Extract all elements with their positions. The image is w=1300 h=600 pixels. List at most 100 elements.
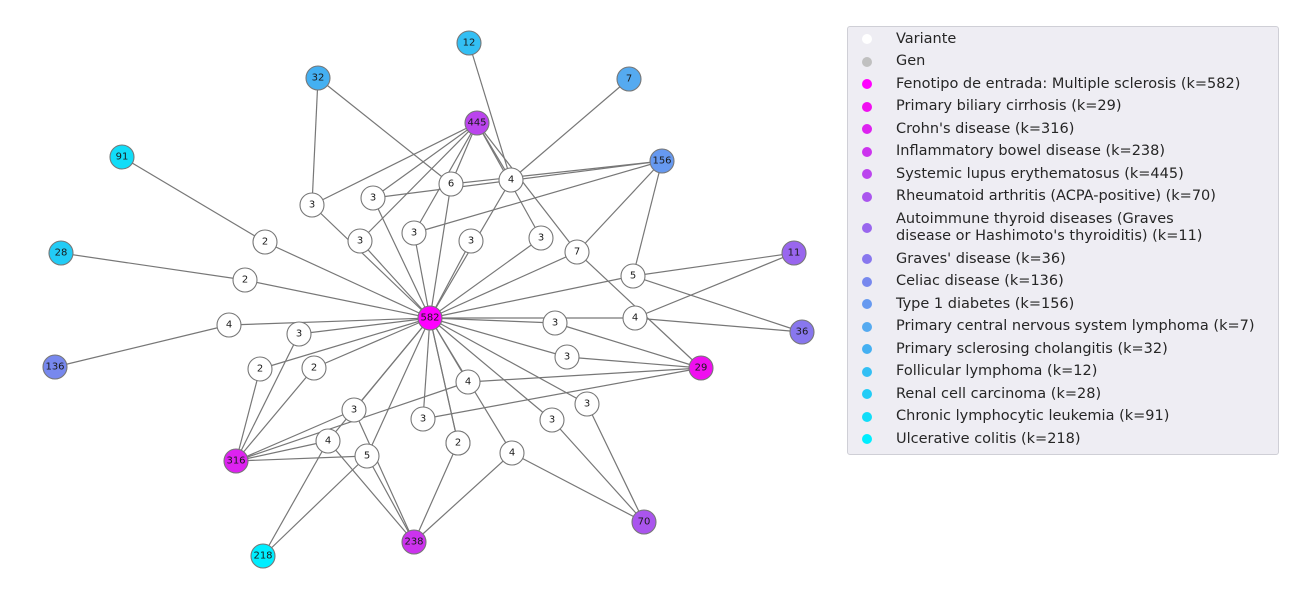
phenotype-label: 28 [55,248,68,259]
edge-V20-P238 [353,409,415,543]
phenotype-label: 12 [463,38,476,49]
phenotype-circle [42,354,68,380]
variant-label: 2 [257,364,263,375]
variant-label: 3 [296,329,302,340]
phenotype-label: 7 [626,74,632,85]
phenotype-node-P36: 36 [789,319,815,345]
variant-circle [401,220,427,246]
edge-P582-V11 [244,279,431,319]
phenotype-label: 136 [45,362,64,373]
variant-node-V2: 4 [498,167,524,193]
legend-item: Crohn's disease (k=316) [862,118,1274,141]
legend-label: Autoimmune thyroid diseases (Graves dise… [896,211,1203,244]
variant-circle [299,192,325,218]
variant-label: 4 [508,175,514,186]
edge-V1-P156 [450,160,663,185]
edge-V24-P238 [327,440,415,543]
variant-label: 3 [351,405,357,416]
variant-node-V28: 4 [499,440,525,466]
edge-V23-P70 [551,419,645,523]
legend-marker-icon [862,146,872,157]
edge-P582-V14 [298,317,431,335]
variant-label: 3 [538,233,544,244]
phenotype-circle [223,448,249,474]
variant-node-V20: 3 [341,397,367,423]
variant-circle [410,406,436,432]
edge-P582-V23 [429,317,553,421]
phenotype-label: 316 [226,456,245,467]
variant-circle [354,443,380,469]
legend-label: Gen [896,53,926,70]
phenotype-circle [48,240,74,266]
variant-circle [315,428,341,454]
variant-label: 2 [242,275,248,286]
edge-P582-V15 [429,317,556,324]
phenotype-circle [781,240,807,266]
variant-node-V6: 3 [347,228,373,254]
variant-label: 7 [574,247,580,258]
variant-label: 3 [584,399,590,410]
edge-P582-V4 [372,197,431,319]
edge-V17-P29 [566,356,702,369]
variant-label: 3 [552,318,558,329]
legend-label: Variante [896,30,957,47]
edge-V19-P316 [235,367,315,462]
variant-circle [539,407,565,433]
phenotype-label: 91 [116,152,129,163]
phenotype-node-P12: 12 [456,30,482,56]
edge-P582-V29 [366,317,431,457]
legend-label: Crohn's disease (k=316) [896,120,1075,137]
variant-label: 2 [311,363,317,374]
edge-V29-P218 [262,455,368,557]
variant-node-V9: 7 [564,239,590,265]
legend-label: Celiac disease (k=136) [896,273,1064,290]
legend-item: Systemic lupus erythematosus (k=445) [862,163,1274,186]
variant-label: 2 [455,438,461,449]
edge-V9-P156 [576,160,663,253]
legend-item: Autoimmune thyroid diseases (Graves dise… [862,208,1274,248]
edge-V4-P445 [372,122,478,199]
variant-node-V22: 3 [574,391,600,417]
edge-P582-V9 [429,251,578,319]
variant-node-V7: 3 [458,228,484,254]
edge-V28-P70 [511,452,645,523]
legend-item: Primary biliary cirrhosis (k=29) [862,96,1274,119]
phenotype-circle [649,148,675,174]
edge-V24-P316 [235,440,329,462]
edge-V2-P7 [510,78,630,181]
legend-item: Rheumatoid arthritis (ACPA-positive) (k=… [862,186,1274,209]
edge-P582-V24 [327,317,431,442]
phenotype-circle [456,30,482,56]
phenotype-circle [688,355,714,381]
phenotype-circle [417,305,443,331]
variant-node-V12: 5 [620,263,646,289]
phenotype-label: 238 [404,537,423,548]
edge-P582-V17 [429,317,568,358]
variant-node-V16: 4 [622,305,648,331]
variant-node-V18: 2 [247,356,273,382]
variant-label: 5 [364,451,370,462]
edge-V18-P316 [235,368,261,462]
legend-item: Graves' disease (k=36) [862,248,1274,271]
variant-node-V11: 2 [232,267,258,293]
variant-circle [438,171,464,197]
legend-marker-icon [862,254,872,265]
edge-V29-P238 [366,455,415,543]
variant-circle [498,167,524,193]
edge-V24-P218 [262,440,329,557]
phenotype-circle [305,65,331,91]
legend-item: Type 1 diabetes (k=156) [862,293,1274,316]
legend-label: Renal cell carcinoma (k=28) [896,385,1102,402]
phenotype-circle [464,110,490,136]
legend-item: Follicular lymphoma (k=12) [862,361,1274,384]
edge-V25-P29 [422,367,702,420]
edge-P582-V18 [259,317,431,370]
phenotype-circle [109,144,135,170]
phenotype-label: 156 [652,156,671,167]
legend-label: Rheumatoid arthritis (ACPA-positive) (k=… [896,188,1216,205]
variant-circle [347,228,373,254]
edge-P582-V6 [359,240,431,319]
variant-node-V14: 3 [286,321,312,347]
edge-P582-V25 [422,317,431,420]
edge-V13-P136 [54,324,230,368]
